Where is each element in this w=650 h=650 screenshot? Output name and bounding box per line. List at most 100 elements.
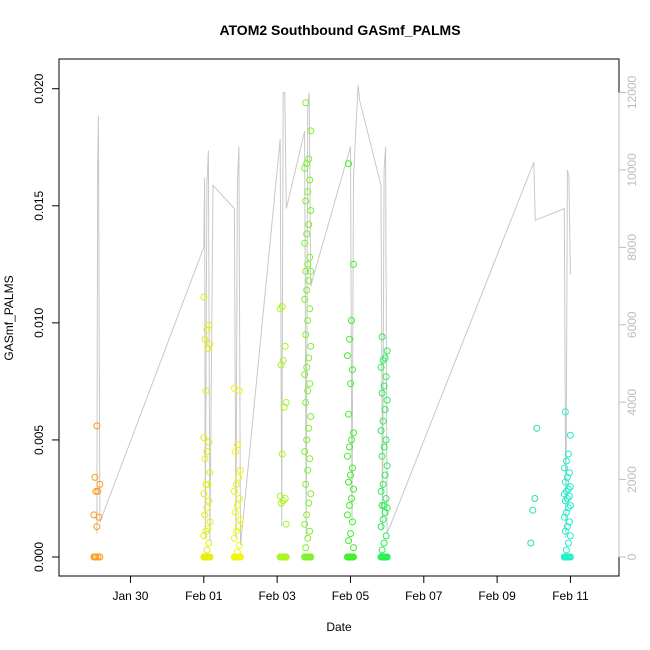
data-point [383, 553, 391, 561]
data-point [303, 553, 311, 561]
data-point [380, 443, 388, 451]
data-point [529, 506, 537, 514]
data-point [348, 317, 355, 324]
data-point [350, 544, 357, 552]
x-axis: Jan 30 Feb 01 Feb 03 Feb 05 Feb 07 Feb 09 Feb … [112, 575, 589, 603]
data-point [301, 448, 309, 456]
data-point [281, 342, 289, 350]
data-point [381, 471, 389, 479]
data-point [527, 539, 535, 547]
data-point [379, 480, 387, 488]
data-point [562, 457, 570, 465]
data-point [383, 347, 391, 355]
data-point [232, 527, 240, 535]
data-point [345, 537, 352, 545]
data-point [381, 406, 389, 413]
data-point [302, 480, 310, 488]
data-point [202, 387, 210, 395]
data-point [206, 518, 214, 526]
data-point [200, 532, 208, 540]
secondary-y-tick-label: 10000 [625, 153, 639, 187]
data-point [381, 509, 389, 516]
data-point [201, 553, 209, 561]
data-point [345, 160, 352, 168]
data-point [302, 399, 310, 406]
data-point [561, 408, 569, 416]
data-point [204, 480, 212, 488]
data-point [377, 363, 385, 371]
data-point [347, 471, 354, 479]
data-point [307, 553, 315, 561]
data-point [201, 335, 209, 343]
data-point [344, 452, 351, 460]
data-point [278, 553, 286, 561]
data-point [346, 335, 353, 343]
data-point [565, 518, 573, 526]
data-point [206, 469, 214, 477]
x-tick-label: Feb 01 [185, 589, 223, 603]
data-point [303, 363, 311, 371]
data-point [306, 455, 314, 463]
data-point [278, 450, 286, 458]
x-axis-label: Date [326, 620, 352, 634]
secondary-series-layer [96, 84, 571, 546]
point-group-4 [276, 303, 290, 561]
data-point [201, 511, 209, 519]
data-point [378, 333, 386, 341]
data-point [235, 495, 243, 502]
data-point [205, 497, 213, 505]
data-point [200, 434, 208, 442]
data-point [301, 164, 309, 172]
data-point [345, 478, 352, 486]
data-point [382, 373, 390, 381]
data-point [276, 553, 284, 561]
data-point [305, 354, 313, 362]
data-point [566, 483, 574, 491]
data-point [305, 424, 313, 432]
data-point [91, 553, 99, 561]
y-tick-label: 0.005 [32, 425, 46, 455]
data-point [93, 523, 101, 531]
data-point [383, 396, 391, 404]
data-point [96, 553, 104, 561]
y-tick-label: 0.015 [32, 190, 46, 220]
data-point [350, 260, 357, 268]
data-point [561, 527, 569, 535]
data-point [202, 527, 210, 535]
data-point [348, 553, 355, 561]
data-point [305, 553, 313, 561]
secondary-y-tick-label: 8000 [625, 234, 639, 261]
data-point [379, 417, 387, 425]
point-group-6 [344, 160, 357, 561]
data-point [381, 553, 389, 561]
data-point [231, 448, 239, 456]
data-point [302, 267, 310, 275]
data-point [377, 523, 385, 531]
data-point [203, 448, 211, 456]
data-point [230, 534, 238, 542]
data-point [378, 546, 386, 554]
secondary-y-tick-label: 12000 [625, 75, 639, 109]
data-point [302, 197, 310, 205]
data-point [204, 553, 212, 561]
data-point [561, 497, 569, 505]
data-point [381, 354, 389, 362]
data-point [346, 502, 353, 509]
data-point [562, 546, 570, 554]
data-point [564, 450, 572, 458]
data-point [563, 523, 571, 531]
data-point [306, 527, 314, 535]
data-point [200, 490, 208, 498]
data-point [93, 422, 101, 430]
data-point [231, 509, 239, 516]
data-point [236, 516, 244, 523]
data-point [379, 356, 387, 364]
data-point [303, 160, 311, 168]
data-point [344, 511, 351, 519]
point-group-5 [301, 99, 315, 561]
data-point [566, 532, 574, 540]
data-point [301, 239, 309, 247]
point-group-9 [560, 408, 574, 561]
